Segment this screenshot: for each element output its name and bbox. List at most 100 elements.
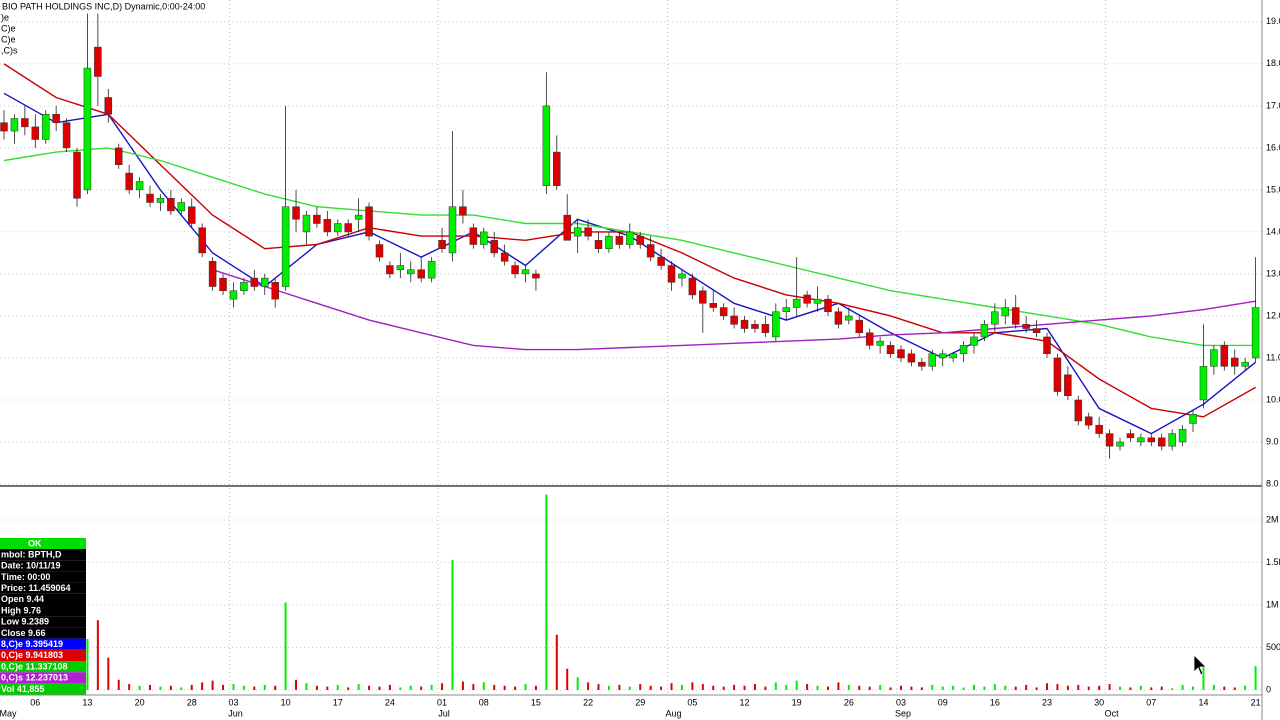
candle-body bbox=[1178, 429, 1187, 443]
candle-body bbox=[1011, 307, 1020, 325]
month-label: May bbox=[0, 708, 17, 718]
candle-body bbox=[970, 336, 978, 346]
candle-body bbox=[1137, 437, 1145, 443]
candle-body bbox=[688, 277, 697, 296]
candle-body bbox=[646, 244, 655, 258]
candle-body bbox=[250, 277, 259, 287]
x-tick-label: 28 bbox=[187, 697, 197, 707]
legend-entry: ,C)s bbox=[1, 45, 18, 55]
x-tick-label: 19 bbox=[792, 697, 802, 707]
volume-tick-label: 1.5M bbox=[1266, 557, 1280, 567]
x-tick-label: 12 bbox=[740, 697, 750, 707]
x-tick-label: 30 bbox=[1094, 697, 1104, 707]
candle-body bbox=[1210, 349, 1218, 367]
info-row-bg bbox=[0, 571, 86, 583]
x-tick-label: 10 bbox=[281, 697, 291, 707]
candle-body bbox=[52, 114, 60, 123]
candle-body bbox=[261, 277, 269, 287]
candle-body bbox=[292, 206, 300, 220]
month-label: Aug bbox=[666, 708, 682, 718]
x-tick-label: 15 bbox=[531, 697, 541, 707]
candle-body bbox=[240, 282, 248, 291]
plot bbox=[0, 13, 1260, 690]
candle-body bbox=[761, 324, 770, 334]
candle-body bbox=[907, 353, 916, 363]
candle-body bbox=[949, 353, 957, 359]
candle-body bbox=[886, 345, 895, 355]
volume-tick-label: 0 bbox=[1266, 684, 1271, 694]
candle-body bbox=[511, 265, 519, 275]
info-row: 0,C)e 11.337108 bbox=[1, 661, 68, 671]
candle-body bbox=[928, 353, 937, 367]
x-tick-label: 03 bbox=[896, 697, 906, 707]
candle-body bbox=[855, 319, 864, 334]
candle-body bbox=[740, 319, 749, 329]
candle-body bbox=[417, 269, 425, 279]
candle-body bbox=[229, 290, 238, 300]
candle-body bbox=[605, 235, 613, 249]
candle-body bbox=[271, 282, 279, 300]
candle-body bbox=[699, 290, 707, 304]
candle-body bbox=[751, 324, 759, 329]
candle-body bbox=[657, 256, 665, 266]
y-tick-label: 15.0 bbox=[1266, 184, 1280, 194]
info-header: OK bbox=[28, 538, 42, 548]
candle-body bbox=[938, 353, 947, 359]
info-header-bg bbox=[0, 538, 86, 549]
candle-body bbox=[104, 97, 113, 115]
candle-body bbox=[636, 235, 644, 245]
candle-body bbox=[1168, 433, 1176, 447]
y-tick-label: 13.0 bbox=[1266, 268, 1280, 278]
candle-body bbox=[500, 252, 509, 262]
candle-body bbox=[980, 324, 989, 338]
candle-body bbox=[41, 114, 50, 140]
x-tick-label: 05 bbox=[687, 697, 697, 707]
candle-body bbox=[177, 202, 186, 212]
candle-body bbox=[1126, 433, 1135, 439]
candle-body bbox=[573, 227, 582, 237]
x-tick-label: 29 bbox=[635, 697, 645, 707]
info-row: 0,C)s 12.237013 bbox=[1, 673, 68, 683]
candle-body bbox=[167, 198, 175, 212]
y-tick-label: 16.0 bbox=[1266, 142, 1280, 152]
candle-body bbox=[208, 261, 217, 287]
info-row-bg bbox=[0, 627, 86, 639]
candle-body bbox=[396, 265, 405, 270]
info-row-bg bbox=[0, 593, 86, 605]
y-tick-label: 17.0 bbox=[1266, 100, 1280, 110]
x-tick-label: 17 bbox=[333, 697, 343, 707]
info-row: Low 9.2389 bbox=[1, 617, 49, 627]
candle-body bbox=[459, 206, 467, 216]
candle-body bbox=[563, 214, 571, 241]
candle-body bbox=[532, 273, 540, 279]
candle-body bbox=[553, 151, 561, 186]
info-row: Date: 10/11/19 bbox=[1, 561, 61, 571]
x-tick-label: 21 bbox=[1251, 697, 1261, 707]
candle-body bbox=[845, 315, 853, 321]
candle-body bbox=[824, 298, 832, 312]
info-row-bg bbox=[0, 661, 86, 673]
candle-body bbox=[876, 340, 884, 346]
month-label: Sep bbox=[895, 708, 911, 718]
candle-body bbox=[865, 332, 874, 346]
legend-entry: C)e bbox=[1, 23, 16, 33]
candle-body bbox=[1220, 345, 1229, 367]
info-row: Close 9.66 bbox=[1, 628, 46, 638]
candle-body bbox=[615, 235, 624, 245]
x-tick-label: 23 bbox=[1042, 697, 1052, 707]
x-tick-label: 20 bbox=[135, 697, 145, 707]
info-row-bg bbox=[0, 605, 86, 617]
candle-body bbox=[1241, 361, 1249, 367]
x-tick-label: 07 bbox=[1146, 697, 1156, 707]
info-row: 8,C)e 9.395419 bbox=[1, 639, 63, 649]
candle-body bbox=[386, 265, 394, 275]
candle-body bbox=[31, 126, 40, 140]
candle-body bbox=[792, 298, 801, 308]
candle-body bbox=[782, 307, 790, 312]
x-tick-label: 14 bbox=[1198, 697, 1208, 707]
x-tick-label: 13 bbox=[82, 697, 92, 707]
candle-body bbox=[302, 214, 311, 233]
